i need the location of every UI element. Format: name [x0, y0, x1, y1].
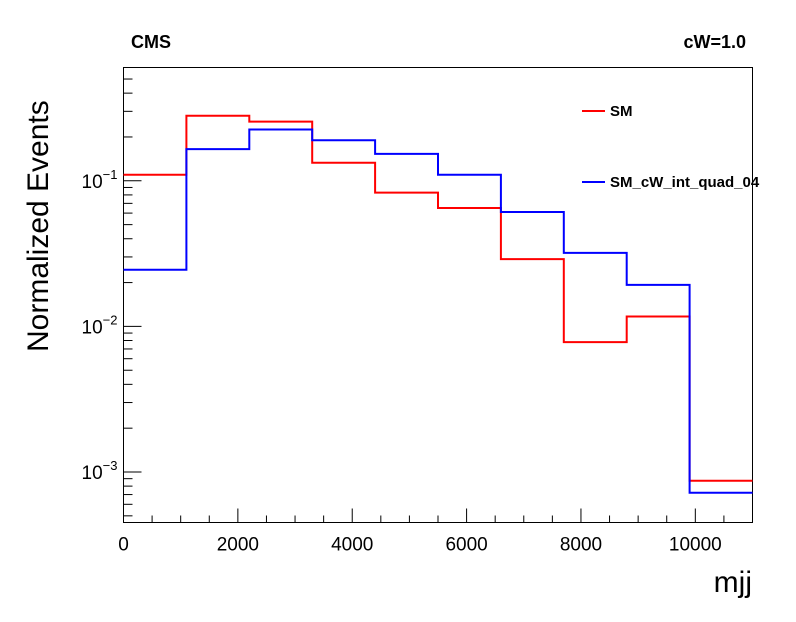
x-axis-ticks: [123, 508, 753, 523]
series-layer: [123, 114, 753, 494]
x-axis-title: mjj: [714, 566, 752, 599]
y-tick-label: 10−1: [82, 167, 118, 193]
series-sm-line: [123, 114, 753, 482]
x-tick-label: 0: [118, 535, 129, 556]
series-sm-cw-int-quad-04-line: [123, 128, 753, 494]
x-tick-label: 10000: [669, 535, 722, 556]
x-tick-label: 8000: [560, 535, 602, 556]
plot-frame: [123, 67, 753, 523]
y-axis-title: Normalized Events: [22, 100, 55, 352]
y-axis-ticks: [123, 78, 142, 517]
x-tick-label: 6000: [445, 535, 487, 556]
x-tick-label: 2000: [217, 535, 259, 556]
x-axis-tick-labels: 0 2000 4000 6000 8000 10000: [118, 535, 722, 556]
y-tick-label: 10−3: [82, 458, 118, 484]
y-tick-label: 10−2: [82, 312, 118, 338]
legend-label: SM_cW_int_quad_04: [610, 174, 760, 191]
x-tick-label: 4000: [331, 535, 373, 556]
experiment-label: CMS: [131, 32, 171, 52]
legend: SM SM_cW_int_quad_04: [582, 103, 760, 191]
y-axis-tick-labels: 10−3 10−2 10−1: [82, 167, 118, 484]
parameter-label: cW=1.0: [683, 32, 746, 52]
legend-label: SM: [610, 103, 633, 120]
